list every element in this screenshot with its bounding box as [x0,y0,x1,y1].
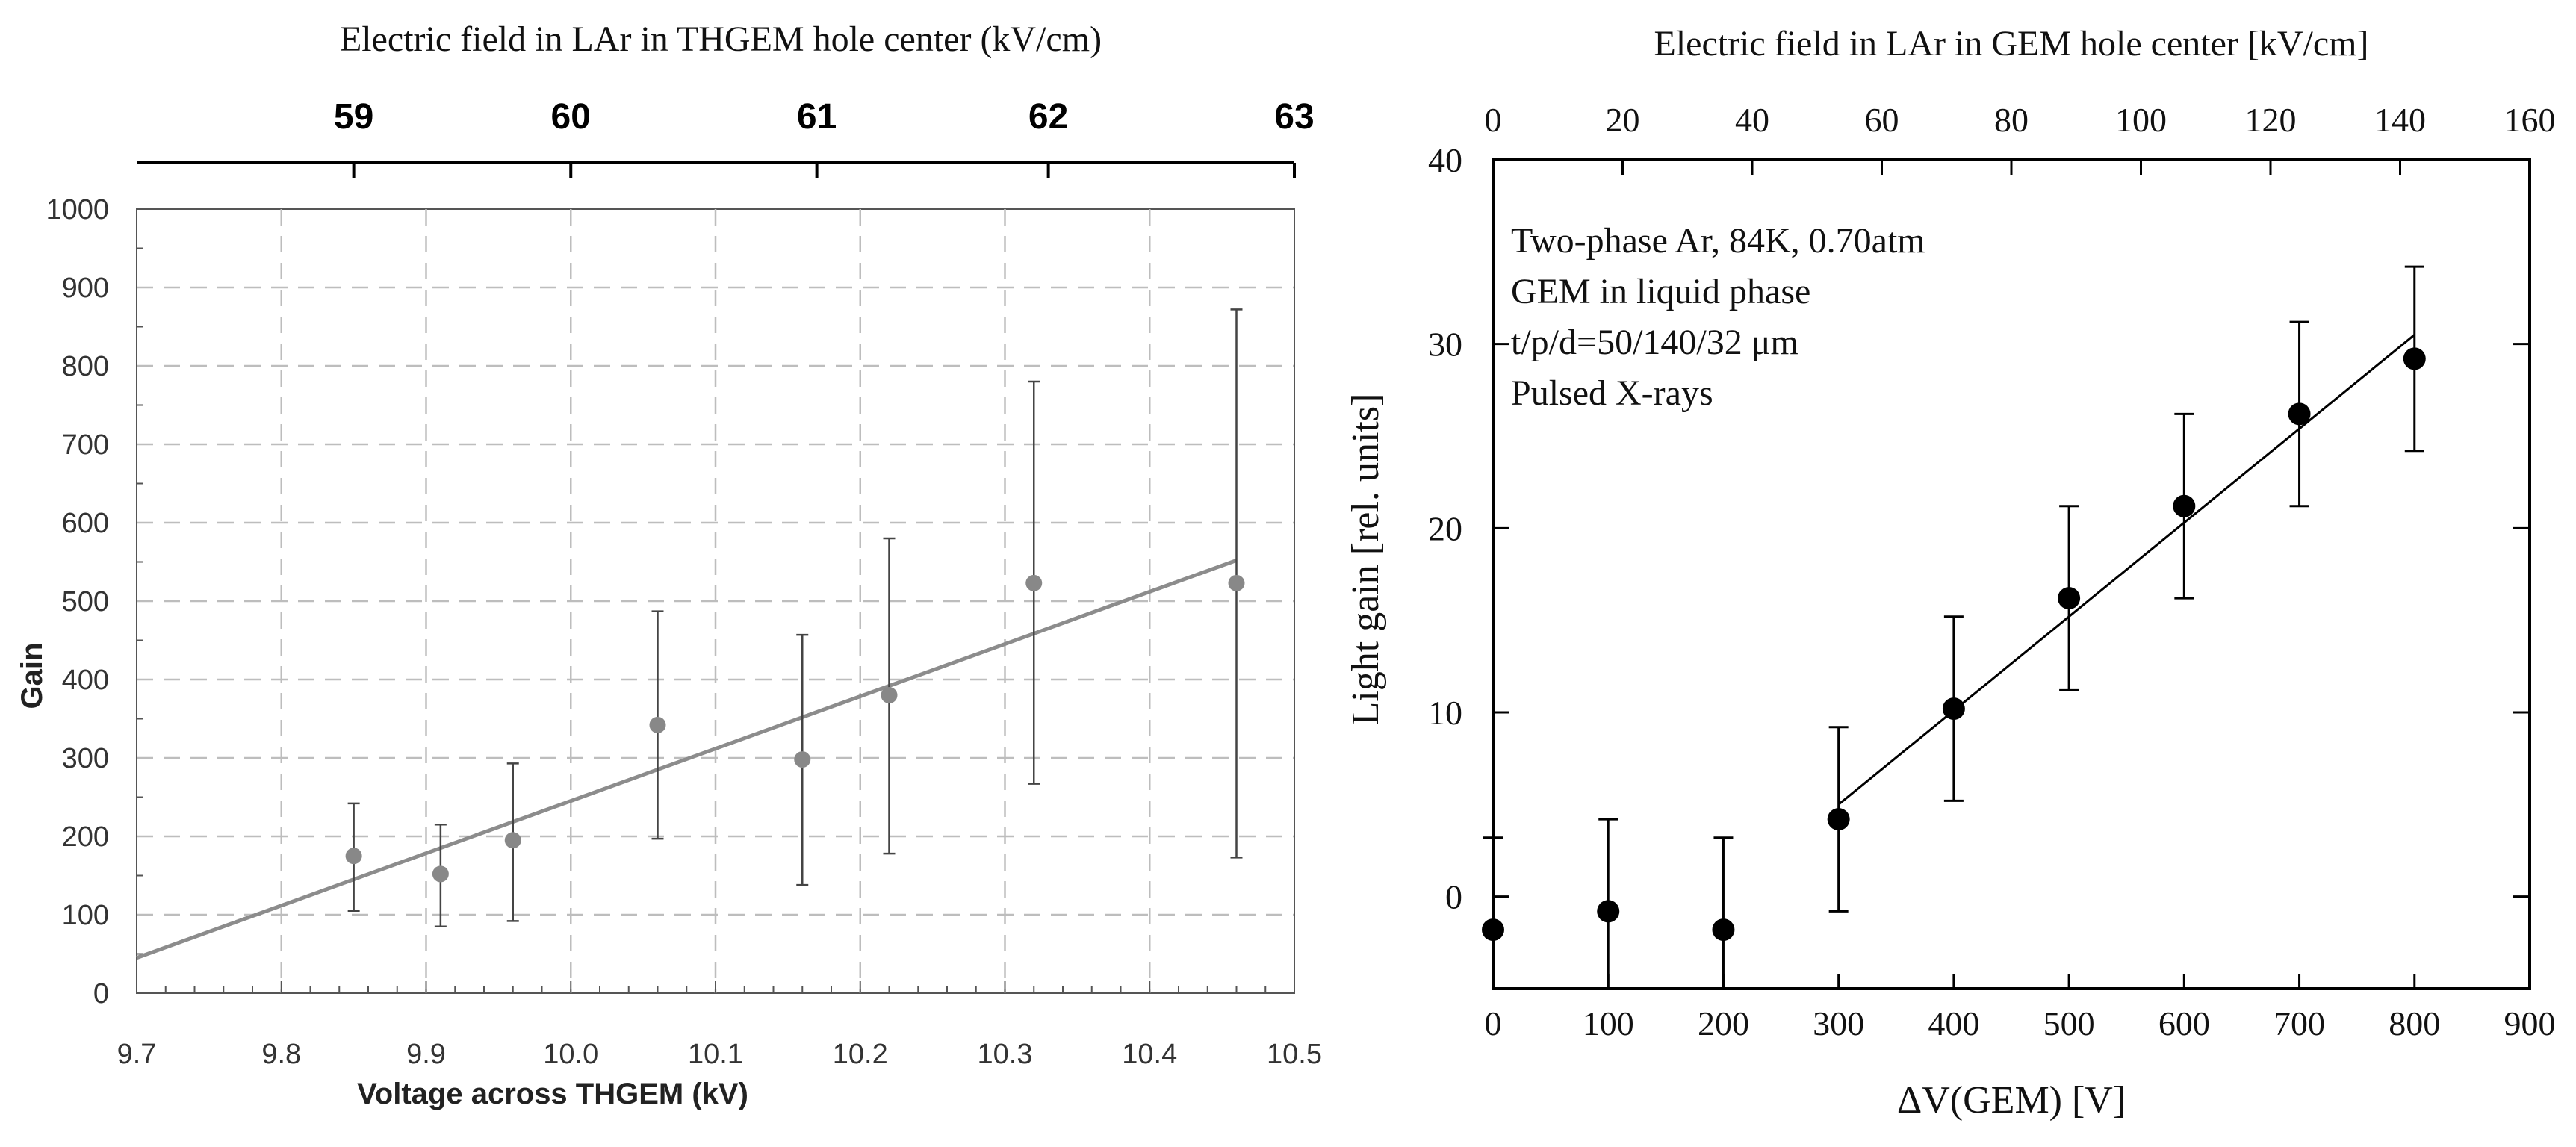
left-x-tick-label: 10.5 [1267,1039,1322,1070]
right-data-point [1597,900,1620,923]
right-top-axis-tick-label: 20 [1606,101,1640,139]
right-top-axis-tick-label: 160 [2504,101,2556,139]
right-x-tick-label: 700 [2274,1004,2325,1042]
left-x-axis-label: Voltage across THGEM (kV) [357,1078,748,1110]
right-plot-area [1492,158,2531,990]
right-x-tick-label: 300 [1813,1004,1864,1042]
left-x-tick-labels: 9.7 9.8 9.9 10.0 10.1 10.2 10.3 10.4 10.5 [117,1039,1322,1070]
left-x-tick-label: 9.8 [261,1039,301,1070]
left-top-axis-tick-label: 59 [334,97,373,137]
right-top-axis-tick-label: 120 [2245,101,2297,139]
right-x-tick-label: 900 [2504,1004,2556,1042]
left-y-tick-label: 900 [62,273,109,304]
left-data-point [649,716,666,733]
right-x-tick-label: 800 [2389,1004,2440,1042]
left-y-tick-label: 0 [93,978,109,1010]
right-annotation-block: Two-phase Ar, 84K, 0.70atm GEM in liquid… [1511,221,1925,413]
left-y-axis-label: Gain [16,643,49,709]
left-x-tick-label: 9.7 [117,1039,157,1070]
left-data-point [881,687,898,703]
left-data-points [345,574,1245,883]
right-data-point [1712,918,1735,942]
left-y-tick-label: 300 [62,743,109,774]
right-data-point [2058,587,2081,610]
right-top-axis-tick-label: 140 [2374,101,2426,139]
right-data-point [1942,697,1965,721]
right-top-axis-tick-label: 80 [1994,101,2029,139]
right-data-point [1482,918,1504,942]
annotation-line-2: GEM in liquid phase [1511,272,1810,311]
right-y-tick-label: 30 [1428,326,1462,364]
right-data-point [2173,494,2196,517]
annotation-line-4: Pulsed X-rays [1511,373,1713,413]
right-x-tick-label: 500 [2043,1004,2095,1042]
left-y-tick-label: 600 [62,508,109,539]
right-data-point [2288,402,2311,426]
left-y-tick-labels: 0 100 200 300 400 500 600 700 800 900 1000 [46,194,109,1010]
right-x-tick-label: 0 [1485,1004,1502,1042]
right-y-tick-label: 40 [1428,141,1462,179]
left-data-point [504,832,521,849]
left-x-tick-label: 10.2 [833,1039,888,1070]
annotation-line-1: Two-phase Ar, 84K, 0.70atm [1511,221,1925,261]
left-top-axis-tick-label: 62 [1028,97,1068,137]
left-top-axis-tick-label: 61 [797,97,837,137]
left-data-point [794,751,811,768]
right-x-tick-label: 100 [1583,1004,1634,1042]
left-chart-title: Electric field in LAr in THGEM hole cent… [340,19,1102,59]
right-fit-line [1837,334,2415,806]
right-data-point [2403,347,2426,370]
right-x-tick-label: 600 [2158,1004,2210,1042]
left-top-axis-tick-label: 60 [551,97,591,137]
left-y-tick-label: 700 [62,429,109,461]
left-y-tick-label: 800 [62,351,109,382]
left-y-tick-label: 100 [62,900,109,931]
left-fit-line-group [136,559,1238,960]
left-data-point [1228,574,1245,591]
left-data-point [432,865,449,883]
right-data-point [1827,808,1850,831]
left-chart: 9.7 9.8 9.9 10.0 10.1 10.2 10.3 10.4 10.5 0 100 20… [16,19,1322,1110]
right-tick-marks [1492,158,2531,989]
annotation-line-3: t/p/d=50/140/32 μm [1511,323,1798,362]
right-x-tick-labels: 0 100 200 300 400 500 600 700 800 900 [1485,1004,2556,1042]
right-x-tick-label: 200 [1698,1004,1749,1042]
left-y-tick-label: 200 [62,821,109,853]
left-x-tick-label: 10.0 [543,1039,598,1070]
right-top-axis-tick-label: 60 [1865,101,1899,139]
right-y-axis-label: Light gain [rel. units] [1344,394,1387,726]
left-top-axis-tick-label: 63 [1274,97,1314,137]
left-y-tick-label: 400 [62,665,109,696]
right-x-tick-label: 400 [1928,1004,1979,1042]
right-y-tick-labels: 0 10 20 30 40 [1428,141,1462,916]
right-y-tick-label: 10 [1428,694,1462,732]
right-chart-title: Electric field in LAr in GEM hole center… [1654,24,2369,63]
left-top-axis-ticks: 59 60 61 62 63 [334,97,1315,178]
right-top-axis-tick-labels: 0 20 40 60 80 100 120 140 160 [1485,101,2556,139]
left-x-tick-label: 9.9 [406,1039,446,1070]
left-data-point [345,848,362,865]
left-minor-ticks [136,247,1295,993]
right-fit-line-group [1837,334,2415,806]
right-x-axis-label: ΔV(GEM) [V] [1897,1079,2126,1122]
right-data-points [1482,347,2426,942]
right-top-axis-tick-label: 40 [1735,101,1769,139]
right-y-tick-label: 20 [1428,509,1462,547]
right-top-axis-tick-label: 100 [2115,101,2167,139]
right-y-tick-label: 0 [1445,878,1462,916]
left-data-point [1025,574,1043,591]
right-top-axis-tick-label: 0 [1485,101,1502,139]
left-x-tick-label: 10.1 [688,1039,743,1070]
left-y-tick-label: 1000 [46,194,109,226]
left-y-tick-label: 500 [62,586,109,618]
left-x-tick-label: 10.4 [1122,1039,1177,1070]
left-gridlines [137,209,1294,993]
left-fit-line [136,559,1238,960]
left-x-tick-label: 10.3 [978,1039,1033,1070]
